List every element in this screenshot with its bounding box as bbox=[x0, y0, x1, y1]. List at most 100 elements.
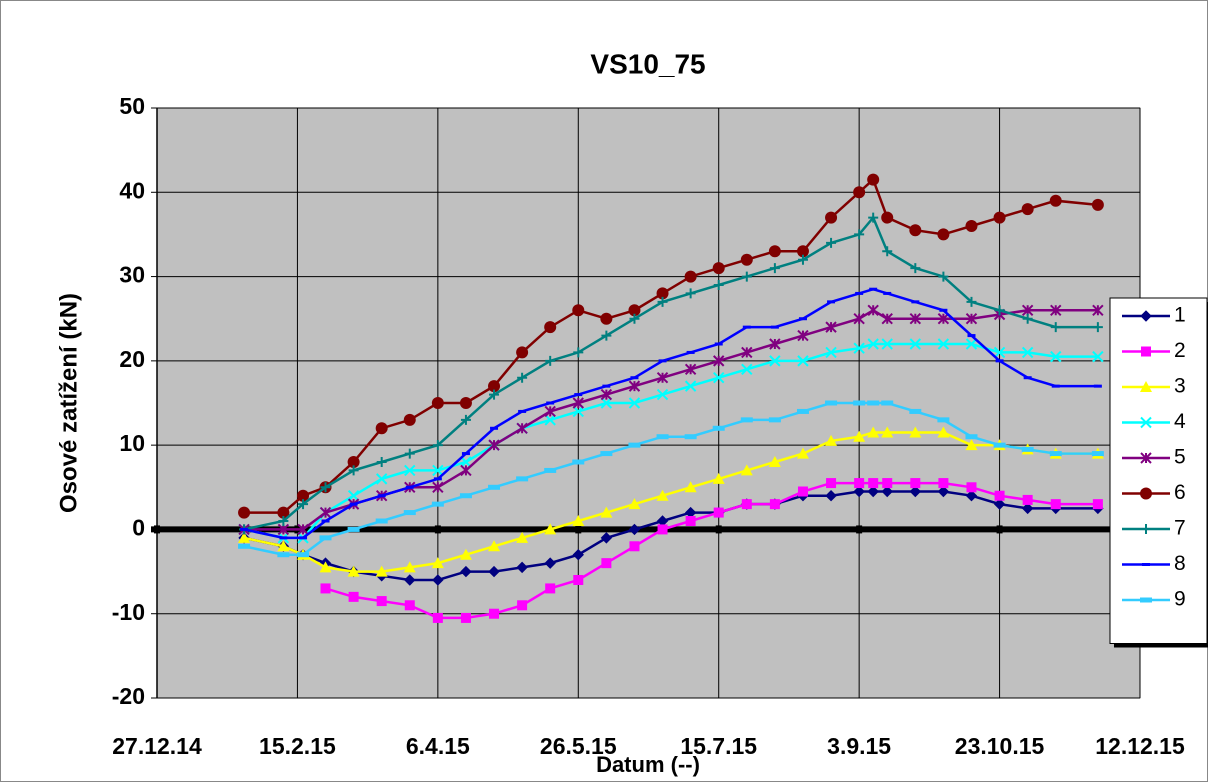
marker bbox=[993, 442, 1006, 448]
marker bbox=[684, 481, 697, 493]
marker bbox=[854, 229, 865, 240]
marker bbox=[321, 519, 330, 523]
marker bbox=[1091, 198, 1104, 211]
legend-label: 5 bbox=[1174, 446, 1186, 469]
marker bbox=[349, 502, 358, 506]
marker bbox=[869, 287, 878, 291]
marker bbox=[347, 526, 360, 532]
marker bbox=[297, 523, 309, 536]
marker bbox=[489, 608, 500, 619]
marker bbox=[601, 330, 612, 341]
marker bbox=[867, 426, 880, 438]
marker bbox=[489, 389, 500, 400]
marker bbox=[376, 457, 387, 467]
marker bbox=[432, 612, 443, 623]
marker bbox=[740, 464, 753, 476]
marker bbox=[319, 561, 332, 573]
marker bbox=[460, 565, 472, 578]
marker bbox=[909, 338, 922, 350]
marker bbox=[853, 342, 865, 354]
marker bbox=[853, 186, 866, 199]
marker bbox=[910, 263, 921, 274]
marker bbox=[628, 523, 641, 536]
y-axis-label: Osové zatížení (kN) bbox=[55, 293, 82, 513]
marker bbox=[685, 288, 696, 299]
y-tick-label: 30 bbox=[119, 262, 145, 288]
marker bbox=[741, 499, 752, 510]
marker bbox=[770, 325, 779, 329]
marker bbox=[404, 448, 415, 459]
marker bbox=[937, 313, 950, 325]
marker bbox=[868, 478, 879, 489]
legend-label: 4 bbox=[1174, 410, 1186, 433]
marker bbox=[404, 574, 416, 586]
marker bbox=[375, 473, 388, 485]
marker bbox=[544, 321, 557, 334]
marker bbox=[459, 548, 472, 560]
marker bbox=[965, 220, 978, 232]
legend-label: 9 bbox=[1174, 588, 1186, 611]
marker bbox=[909, 485, 922, 498]
marker bbox=[376, 596, 387, 607]
marker bbox=[827, 300, 836, 304]
marker bbox=[881, 211, 894, 224]
marker bbox=[713, 280, 724, 290]
marker bbox=[883, 291, 892, 295]
marker bbox=[965, 490, 978, 502]
marker bbox=[320, 583, 331, 594]
marker bbox=[488, 565, 500, 578]
marker bbox=[488, 380, 501, 393]
marker bbox=[298, 499, 309, 510]
marker bbox=[1049, 451, 1062, 457]
marker bbox=[881, 400, 894, 406]
series bbox=[320, 478, 1103, 623]
marker bbox=[630, 376, 639, 380]
marker bbox=[1141, 524, 1151, 534]
marker bbox=[279, 536, 288, 540]
marker bbox=[656, 434, 669, 440]
marker bbox=[965, 439, 978, 451]
x-tick-label: 27.12.14 bbox=[112, 733, 202, 759]
legend-label: 8 bbox=[1174, 552, 1186, 575]
marker bbox=[405, 485, 414, 489]
marker bbox=[240, 527, 249, 531]
marker bbox=[881, 485, 893, 498]
marker bbox=[740, 253, 753, 266]
marker bbox=[573, 575, 584, 585]
marker bbox=[1021, 304, 1034, 316]
marker bbox=[825, 321, 837, 333]
marker bbox=[854, 478, 865, 489]
marker bbox=[1023, 376, 1032, 380]
series-line bbox=[243, 215, 1098, 531]
marker bbox=[516, 561, 528, 574]
legend-label: 2 bbox=[1174, 339, 1186, 362]
marker bbox=[628, 397, 641, 409]
marker bbox=[461, 452, 470, 456]
marker bbox=[574, 393, 583, 397]
marker bbox=[797, 355, 809, 367]
marker bbox=[432, 440, 443, 451]
marker bbox=[375, 565, 388, 577]
marker bbox=[911, 300, 920, 304]
marker bbox=[516, 476, 529, 482]
marker bbox=[404, 464, 416, 477]
marker bbox=[319, 506, 332, 519]
marker bbox=[516, 346, 529, 359]
marker bbox=[403, 510, 416, 516]
marker bbox=[602, 384, 611, 388]
marker bbox=[1140, 487, 1152, 500]
marker bbox=[600, 451, 613, 457]
marker bbox=[1140, 452, 1152, 464]
marker bbox=[965, 338, 978, 350]
marker bbox=[882, 478, 893, 489]
marker bbox=[628, 442, 641, 448]
marker bbox=[967, 334, 976, 338]
marker bbox=[868, 212, 879, 223]
marker bbox=[867, 338, 879, 350]
marker bbox=[459, 397, 472, 409]
marker bbox=[656, 372, 669, 384]
marker bbox=[459, 493, 472, 499]
marker bbox=[1140, 381, 1152, 392]
marker bbox=[993, 346, 1006, 359]
